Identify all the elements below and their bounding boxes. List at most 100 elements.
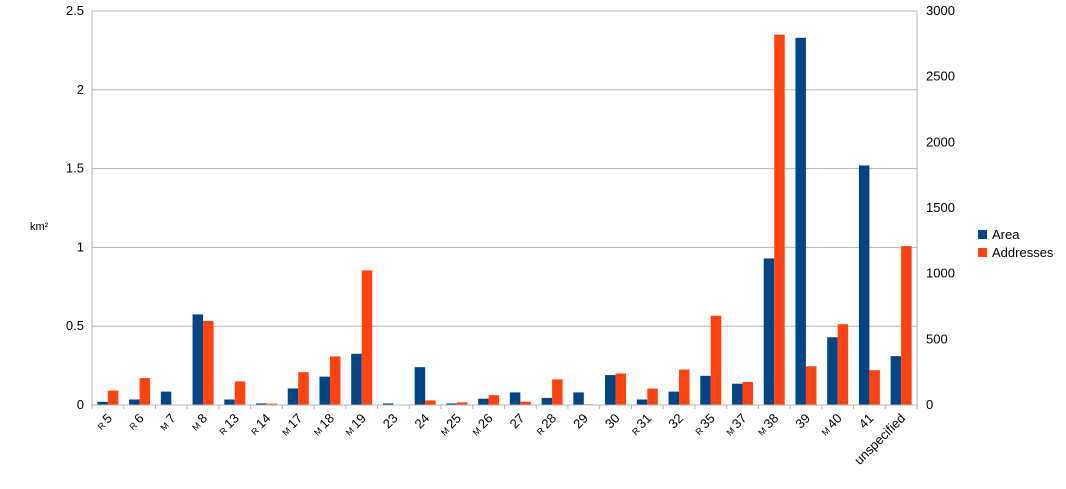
- bar-addresses: [679, 369, 690, 405]
- x-tick-label: M 26: [468, 411, 496, 439]
- bar-addresses: [837, 324, 849, 405]
- bar-area: [256, 403, 267, 405]
- y2-tick-label: 2000: [926, 134, 955, 149]
- bar-addresses: [361, 270, 373, 405]
- x-tick-label: R 13: [215, 411, 242, 438]
- y2-tick-label: 0: [926, 397, 933, 412]
- bar-addresses: [266, 403, 278, 405]
- bar-area: [446, 403, 457, 405]
- bar-addresses: [425, 400, 436, 405]
- x-tick-label: 32: [665, 411, 686, 432]
- bar-area: [700, 375, 711, 405]
- x-tick-label: R 28: [532, 411, 559, 438]
- y-tick-label: 2: [77, 82, 84, 97]
- bar-addresses: [710, 315, 722, 405]
- bars: [97, 34, 912, 406]
- bar-area: [414, 367, 426, 405]
- bar-addresses: [520, 401, 531, 405]
- x-tick-label: R 6: [125, 411, 147, 433]
- bar-area: [763, 258, 775, 405]
- bar-area: [192, 314, 204, 405]
- legend-label: Area: [992, 227, 1020, 242]
- y-tick-label: 1: [77, 239, 84, 254]
- bar-addresses: [298, 372, 309, 405]
- bar-area: [382, 403, 394, 405]
- bar-addresses: [203, 320, 214, 405]
- bar-area: [319, 376, 330, 405]
- x-tick-label: M 18: [309, 411, 337, 439]
- y-tick-label: 1.5: [66, 161, 84, 176]
- bar-area: [795, 37, 806, 406]
- bar-area: [636, 399, 648, 405]
- legend-label: Addresses: [992, 245, 1054, 260]
- bar-area: [287, 388, 299, 405]
- bar-addresses: [647, 388, 658, 405]
- y2-tick-label: 500: [926, 331, 948, 346]
- bar-addresses: [552, 379, 563, 405]
- y2-tick-label: 3000: [926, 3, 955, 18]
- x-tick-label: 24: [411, 411, 432, 432]
- legend: Area Addresses: [978, 227, 1054, 260]
- bar-addresses: [234, 381, 246, 405]
- x-tick-label: R 14: [246, 411, 273, 438]
- y-tick-label: 0: [77, 397, 84, 412]
- gridlines: [92, 10, 917, 406]
- x-tick-label: 39: [792, 411, 813, 432]
- bar-addresses: [805, 366, 817, 405]
- bar-area: [478, 398, 489, 405]
- x-tick-label: 27: [507, 411, 528, 432]
- y-tick-label: 2.5: [66, 3, 84, 18]
- x-tick-label: M 37: [722, 411, 750, 439]
- bar-area: [668, 391, 680, 405]
- x-tick-label: M 25: [436, 411, 464, 439]
- x-axis-tick-labels: R 5 R 6 M 7 M 8R 13 R 14 M 17 M 18 M 19 23 24 M 25…: [93, 411, 909, 468]
- x-tick-label: R 5: [93, 411, 115, 433]
- bar-addresses: [742, 382, 753, 405]
- x-tick-label: M 19: [341, 411, 369, 439]
- y2-tick-label: 1500: [926, 200, 955, 215]
- axes: [91, 11, 918, 409]
- bar-addresses: [774, 34, 785, 405]
- bar-area: [224, 399, 235, 405]
- bar-area: [858, 165, 870, 405]
- y-tick-label: 0.5: [66, 318, 84, 333]
- x-tick-label: M 38: [753, 411, 781, 439]
- bar-area: [573, 392, 584, 405]
- bar-area: [160, 391, 172, 405]
- x-tick-label: R 31: [627, 411, 654, 438]
- x-tick-label: 29: [570, 411, 591, 432]
- bar-area: [605, 375, 616, 405]
- bar-area: [97, 401, 108, 405]
- y2-tick-label: 2500: [926, 69, 955, 84]
- bar-addresses: [901, 246, 912, 405]
- y2-axis-tick-labels: 0 500 1000 1500 2000 2500 3000: [926, 3, 955, 412]
- legend-swatch: [978, 248, 987, 257]
- bar-addresses: [615, 373, 627, 405]
- x-tick-label: 30: [602, 411, 623, 432]
- y-axis-label: km²: [30, 221, 49, 233]
- bar-addresses: [107, 390, 119, 405]
- legend-swatch: [978, 230, 987, 239]
- bar-area: [541, 397, 553, 405]
- bar-addresses: [329, 356, 341, 405]
- bar-area: [890, 356, 902, 405]
- x-tick-label: M 7: [156, 411, 179, 434]
- bar-area: [129, 399, 140, 405]
- x-tick-label: M 8: [187, 411, 210, 434]
- bar-addresses: [456, 402, 468, 405]
- x-tick-label: 23: [380, 411, 401, 432]
- y-axis-tick-labels: 0 0.5 1 1.5 2 2.5: [66, 3, 84, 412]
- x-tick-label: 41: [856, 411, 877, 432]
- bar-area: [509, 392, 521, 405]
- x-tick-label: M 17: [277, 411, 305, 439]
- x-tick-label: R 35: [691, 411, 718, 438]
- bar-addresses: [869, 370, 880, 405]
- bar-area: [827, 337, 838, 405]
- y2-tick-label: 1000: [926, 266, 955, 281]
- bar-area: [731, 383, 743, 405]
- bar-area: [351, 353, 362, 405]
- x-tick-label: M 40: [817, 411, 845, 439]
- bar-addresses: [488, 395, 500, 405]
- bar-addresses: [139, 378, 151, 405]
